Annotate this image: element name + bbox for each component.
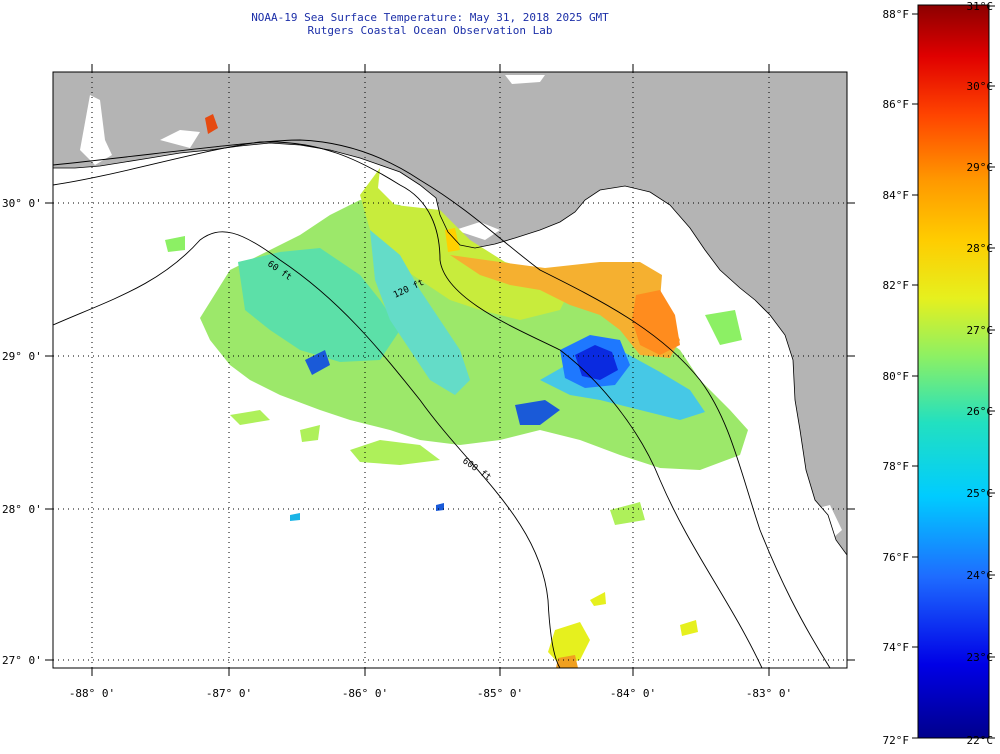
colorbar-c-23: 23°C (967, 651, 994, 664)
lon-label-85: -85° 0' (477, 687, 523, 700)
lat-label-27: 27° 0' (2, 654, 42, 667)
colorbar-f-86: 86°F (883, 98, 910, 111)
lon-label-87: -87° 0' (206, 687, 252, 700)
lat-label-30: 30° 0' (2, 197, 42, 210)
colorbar-f-80: 80°F (883, 370, 910, 383)
lat-label-29: 29° 0' (2, 350, 42, 363)
lon-label-83: -83° 0' (746, 687, 792, 700)
colorbar-c-24: 24°C (967, 569, 994, 582)
colorbar-c-22: 22°C (967, 734, 994, 747)
colorbar-c-28: 28°C (967, 242, 994, 255)
colorbar-f-88: 88°F (883, 8, 910, 21)
colorbar-f-74: 74°F (883, 641, 910, 654)
colorbar-f-78: 78°F (883, 460, 910, 473)
colorbar-f-84: 84°F (883, 189, 910, 202)
lat-label-28: 28° 0' (2, 503, 42, 516)
colorbar-c-25: 25°C (967, 487, 994, 500)
colorbar-c-27: 27°C (967, 324, 994, 337)
colorbar-c-29: 29°C (967, 161, 994, 174)
lon-label-88: -88° 0' (69, 687, 115, 700)
colorbar-f-76: 76°F (883, 551, 910, 564)
axis-ticks (45, 64, 855, 676)
map-area: 60 ft 120 ft 600 ft (53, 72, 847, 668)
colorbar-f-72: 72°F (883, 734, 910, 747)
isobath-lines (53, 139, 831, 668)
map-title: NOAA-19 Sea Surface Temperature: May 31,… (251, 11, 609, 24)
land-mass (53, 72, 847, 555)
map-subtitle: Rutgers Coastal Ocean Observation Lab (307, 24, 553, 37)
lon-label-84: -84° 0' (610, 687, 656, 700)
map-border (52, 71, 848, 669)
colorbar-c-30: 30°C (967, 80, 994, 93)
color-bar: 88°F 86°F 84°F 82°F 80°F 78°F 76°F 74°F … (883, 0, 995, 747)
colorbar-c-26: 26°C (967, 405, 994, 418)
lon-label-86: -86° 0' (342, 687, 388, 700)
colorbar-c-31: 31°C (967, 0, 994, 13)
colorbar-f-82: 82°F (883, 279, 910, 292)
